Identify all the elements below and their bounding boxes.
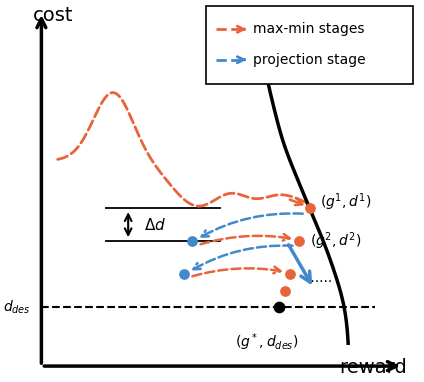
Text: projection stage: projection stage — [253, 53, 365, 67]
Text: $(g^1, d^1)$: $(g^1, d^1)$ — [320, 192, 371, 213]
Text: ......: ...... — [306, 271, 332, 285]
Text: $(g^*, d_{des})$: $(g^*, d_{des})$ — [235, 332, 298, 353]
Point — [287, 271, 293, 277]
Text: $(g^2, d^2)$: $(g^2, d^2)$ — [310, 230, 361, 252]
Point — [296, 238, 303, 244]
Point — [306, 205, 313, 211]
Point — [276, 304, 282, 310]
Point — [180, 271, 187, 277]
Text: $\Delta d$: $\Delta d$ — [145, 217, 167, 233]
Text: cost: cost — [33, 6, 74, 26]
FancyBboxPatch shape — [206, 6, 413, 84]
Text: max-min stages: max-min stages — [253, 22, 364, 36]
Point — [282, 288, 289, 294]
Text: $d_{des}$: $d_{des}$ — [3, 298, 31, 316]
Text: reward: reward — [339, 358, 407, 377]
Text: Pareto front: Pareto front — [271, 10, 353, 24]
Point — [188, 238, 195, 244]
